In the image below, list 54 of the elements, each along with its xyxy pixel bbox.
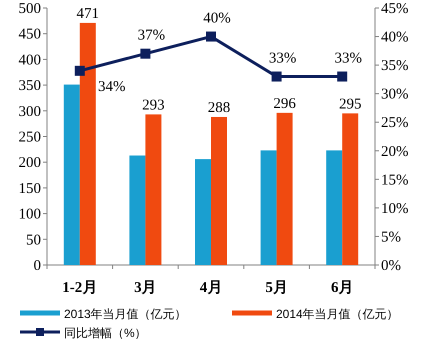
y2-tick-label: 5% (381, 229, 401, 246)
data-label: 37% (138, 28, 166, 44)
bar (80, 22, 96, 265)
y-tick-label: 200 (18, 155, 41, 172)
bar (64, 84, 80, 265)
data-label: 33% (268, 50, 296, 67)
point (337, 72, 348, 82)
y-tick-label: 50 (26, 232, 41, 248)
bar (342, 113, 358, 265)
legend-label: 2014年当月值（亿元） (276, 307, 399, 321)
data-label: 295 (338, 96, 362, 112)
y2-tick-label: 10% (381, 200, 408, 217)
y-tick-label: 500 (18, 1, 41, 17)
y2-tick-label: 15% (381, 172, 408, 188)
data-label: 471 (76, 6, 100, 22)
data-label: 293 (142, 97, 165, 114)
x-tick-label: 4月 (200, 280, 222, 296)
y-tick-label: 400 (18, 52, 41, 68)
y-tick-label: 350 (18, 78, 41, 94)
data-label: 34% (98, 78, 126, 95)
bar (260, 150, 277, 265)
y2-tick-label: 35% (381, 58, 408, 74)
data-label: 40% (203, 10, 231, 27)
point (74, 66, 85, 76)
y2-tick-label: 45% (381, 1, 408, 17)
y-tick-label: 100 (18, 206, 41, 223)
y-tick-label: 0 (34, 258, 41, 274)
data-label: 288 (208, 100, 230, 116)
point (206, 32, 216, 42)
x-tick-label: 6月 (330, 280, 354, 296)
y2-tick-label: 20% (381, 144, 408, 160)
bar (211, 116, 227, 265)
y-tick-label: 300 (18, 104, 41, 120)
y-tick-label: 150 (18, 180, 41, 197)
data-label: 33% (334, 50, 362, 67)
bar (276, 112, 293, 265)
x-tick-label: 5月 (265, 280, 288, 296)
x-tick-label: 1-2月 (62, 280, 98, 296)
data-label: 296 (273, 96, 296, 112)
y2-tick-label: 30% (381, 86, 408, 103)
legend-label: 2013年当月值（亿元） (64, 307, 187, 321)
point (140, 48, 150, 59)
bar (195, 159, 211, 265)
point (272, 72, 282, 82)
x-tick-label: 3月 (134, 280, 157, 296)
y-tick-label: 450 (18, 26, 41, 43)
y2-tick-label: 25% (381, 115, 408, 132)
bar (326, 150, 342, 265)
bar (145, 114, 162, 265)
y2-tick-label: 40% (381, 30, 408, 46)
legend-label: 同比增幅（%） (64, 326, 147, 340)
y-tick-label: 250 (18, 130, 41, 146)
y2-tick-label: 0% (381, 258, 401, 274)
bar (129, 156, 146, 265)
